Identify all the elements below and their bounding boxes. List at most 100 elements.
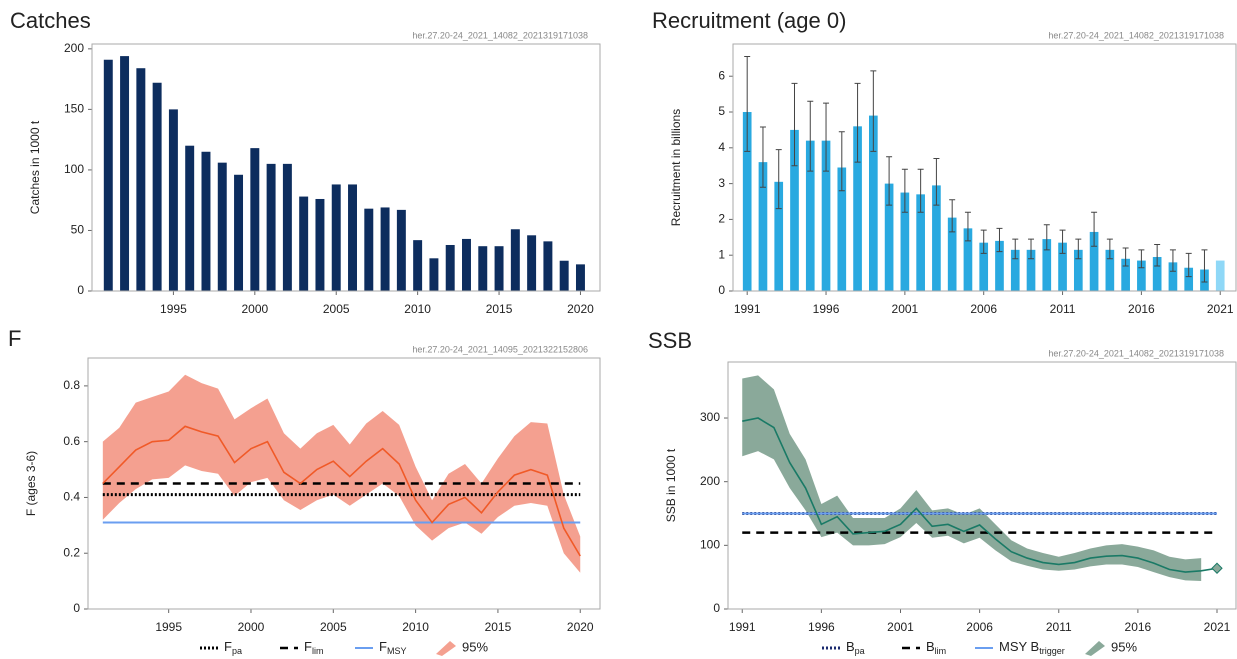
x-tick-label: 2000 (241, 302, 268, 316)
error-bar (1043, 224, 1050, 251)
bar (1105, 249, 1115, 291)
y-tick-label: 0 (73, 601, 80, 615)
bar (1026, 249, 1036, 291)
x-tick-label: 1991 (729, 620, 756, 634)
x-tick-label: 2016 (1128, 302, 1155, 316)
bar (494, 246, 504, 291)
error-bar (1106, 238, 1113, 260)
x-tick-label: 2020 (567, 620, 594, 634)
y-tick-label: 0 (718, 283, 725, 297)
bar (364, 208, 374, 291)
bar (575, 264, 585, 291)
bar (1137, 260, 1146, 291)
legend-label: Fpa (224, 639, 242, 656)
bar (250, 148, 260, 291)
bar (1073, 249, 1083, 291)
panel: SSB her.27.20-24_2021_14082_2021319171038… (648, 328, 1237, 656)
bar (380, 207, 390, 291)
panel-subtitle: her.27.20-24_2021_14082_2021319171038 (1048, 30, 1224, 40)
line (742, 417, 1218, 573)
plot-frame (732, 43, 1237, 292)
bar (995, 240, 1004, 291)
error-bar (823, 102, 830, 172)
bar (331, 184, 341, 291)
error-bar (870, 70, 877, 152)
legend-swatch (436, 641, 456, 656)
bar (462, 238, 471, 291)
bar (217, 162, 227, 291)
bar (947, 217, 957, 291)
y-tick-label: 0 (713, 601, 720, 615)
plot-frame (87, 357, 601, 610)
x-tick-label: 2021 (1204, 620, 1231, 634)
bar (103, 59, 113, 291)
bar (900, 192, 910, 291)
legend-label: 95% (462, 639, 488, 654)
bar (1010, 249, 1020, 291)
error-bar (1091, 211, 1098, 247)
y-tick-label: 300 (700, 410, 720, 424)
legend-label: FMSY (379, 639, 406, 656)
legend-subscript: lim (312, 646, 324, 656)
bar (429, 258, 439, 291)
x-tick-label: 2011 (1046, 620, 1072, 634)
bar (821, 140, 831, 291)
bar (758, 162, 768, 291)
bar (774, 181, 784, 291)
legend-label: 95% (1111, 639, 1137, 654)
error-bar (1138, 249, 1145, 269)
bar (1089, 231, 1099, 291)
legend-name: B (926, 639, 935, 654)
error-bar (964, 211, 971, 242)
error-bar (917, 168, 924, 213)
x-tick-label: 2010 (402, 620, 429, 634)
bar (868, 115, 878, 291)
error-bar (838, 131, 845, 192)
error-bar (1075, 238, 1082, 260)
confidence-band (102, 374, 581, 573)
bar (853, 126, 862, 291)
bar (1215, 260, 1225, 291)
error-bar (1122, 247, 1129, 267)
bar (963, 228, 973, 291)
legend-name: F (224, 639, 232, 654)
bar (543, 241, 553, 291)
x-tick-label: 2015 (485, 620, 512, 634)
y-tick-label: 0.4 (63, 490, 80, 504)
bar (979, 242, 989, 291)
x-tick-label: 2011 (1050, 302, 1076, 316)
panel-title: SSB (648, 328, 692, 353)
bar (1121, 258, 1130, 291)
bar (445, 244, 455, 291)
legend-subscript: trigger (1039, 646, 1065, 656)
error-bar (1169, 249, 1176, 272)
x-tick-label: 2010 (404, 302, 431, 316)
x-tick-label: 2016 (1125, 620, 1152, 634)
bar (527, 235, 537, 291)
legend-name: B (846, 639, 855, 654)
error-bar (949, 199, 956, 233)
bar (185, 145, 195, 291)
legend-label: Blim (926, 639, 946, 656)
error-bar (1059, 229, 1066, 254)
y-tick-label: 200 (700, 474, 720, 488)
bar (299, 196, 309, 291)
x-tick-label: 2001 (892, 302, 919, 316)
error-bar (996, 227, 1003, 253)
error-bar (807, 100, 814, 172)
bar (266, 163, 276, 291)
bar (1184, 267, 1194, 291)
y-axis-label: F (ages 3-6) (24, 451, 38, 516)
legend-subscript: pa (855, 646, 865, 656)
bar (790, 129, 799, 291)
bar (742, 112, 752, 291)
bar (152, 82, 162, 292)
panel-title: Catches (10, 8, 91, 33)
bar (805, 140, 815, 291)
bar (932, 185, 941, 291)
x-tick-label: 1995 (160, 302, 187, 316)
bar (1058, 242, 1067, 291)
legend-swatch (1085, 641, 1105, 656)
